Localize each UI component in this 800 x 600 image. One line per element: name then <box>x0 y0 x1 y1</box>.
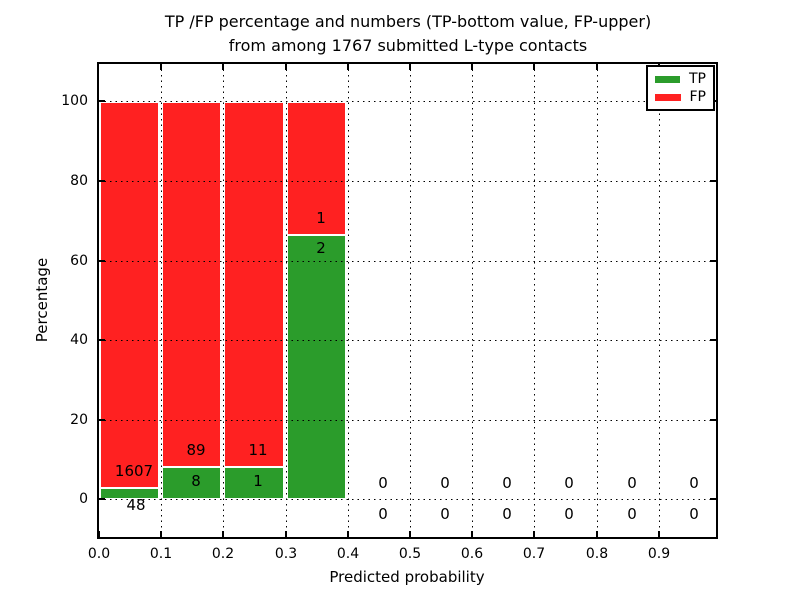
ytick-40 <box>99 339 105 341</box>
tp-count-bin-0.6-0.7: 0 <box>502 505 512 523</box>
gridline-x-0.7 <box>534 64 535 537</box>
xtick-label-0.3: 0.3 <box>274 546 298 562</box>
xtick-0.0 <box>98 531 100 537</box>
xtick-label-0.9: 0.9 <box>647 546 671 562</box>
tp-count-bin-0.3-0.4: 2 <box>316 239 326 257</box>
y-axis-label: Percentage <box>33 257 51 343</box>
bar-fp-bin-0.0-0.1 <box>99 101 160 489</box>
tp-count-bin-0.9-1.0: 0 <box>689 505 699 523</box>
legend-label-fp: FP <box>689 89 707 105</box>
xtick-0.9 <box>658 531 660 537</box>
ytick-60 <box>99 260 105 262</box>
ytick-label-0: 0 <box>79 491 88 507</box>
legend-label-tp: TP <box>689 71 706 87</box>
fp-count-bin-0.3-0.4: 1 <box>316 209 326 227</box>
gridline-x-0.5 <box>410 64 411 537</box>
xtick-0.4 <box>347 531 349 537</box>
xtick-top-0.5 <box>409 64 411 70</box>
ytick-label-20: 20 <box>70 412 88 428</box>
fp-color-swatch <box>655 93 681 101</box>
tp-color-swatch <box>655 75 680 83</box>
fp-count-bin-0.0-0.1: 1607 <box>114 462 154 480</box>
tp-count-bin-0.4-0.5: 0 <box>378 505 388 523</box>
gridline-y-80 <box>99 181 716 182</box>
xtick-label-0.4: 0.4 <box>336 546 360 562</box>
ytick-100 <box>99 100 105 102</box>
xtick-label-0.6: 0.6 <box>460 546 484 562</box>
ytick-label-80: 80 <box>70 173 88 189</box>
gridline-y-0 <box>99 499 716 500</box>
gridline-y-40 <box>99 340 716 341</box>
bar-fp-bin-0.1-0.2 <box>161 101 222 468</box>
xtick-top-0.7 <box>533 64 535 70</box>
tp-count-bin-0.0-0.1: 48 <box>126 496 146 514</box>
gridline-y-100 <box>99 101 716 102</box>
gridline-y-20 <box>99 420 716 421</box>
gridline-x-0.4 <box>348 64 349 537</box>
xtick-top-0.3 <box>285 64 287 70</box>
fp-count-bin-0.9-1.0: 0 <box>689 474 699 492</box>
legend-entry-fp: FP <box>655 89 706 105</box>
tp-count-bin-0.7-0.8: 0 <box>564 505 574 523</box>
chart-title-line2: from among 1767 submitted L-type contact… <box>228 36 588 55</box>
bar-fp-bin-0.3-0.4 <box>286 101 347 236</box>
ytick-80 <box>99 180 105 182</box>
fp-count-bin-0.2-0.3: 11 <box>248 441 268 459</box>
fp-count-bin-0.8-0.9: 0 <box>627 474 637 492</box>
gridline-x-0.3 <box>286 64 287 537</box>
chart-title: TP /FP percentage and numbers (TP-bottom… <box>8 10 800 58</box>
ytick-right-60 <box>710 260 716 262</box>
xtick-label-0.8: 0.8 <box>585 546 609 562</box>
xtick-0.2 <box>222 531 224 537</box>
gridline-x-0.1 <box>161 64 162 537</box>
xtick-label-0.1: 0.1 <box>149 546 173 562</box>
xtick-0.7 <box>533 531 535 537</box>
ytick-20 <box>99 419 105 421</box>
ytick-label-60: 60 <box>70 253 88 269</box>
chart-title-line1: TP /FP percentage and numbers (TP-bottom… <box>164 12 652 31</box>
x-axis-label: Predicted probability <box>329 568 485 586</box>
ytick-right-20 <box>710 419 716 421</box>
gridline-x-0.9 <box>659 64 660 537</box>
legend: TP FP <box>646 65 715 111</box>
ytick-label-40: 40 <box>70 332 88 348</box>
ytick-right-80 <box>710 180 716 182</box>
legend-entry-tp: TP <box>655 71 706 87</box>
gridline-x-0.2 <box>223 64 224 537</box>
ytick-0 <box>99 498 105 500</box>
xtick-top-0.1 <box>160 64 162 70</box>
gridline-x-0.6 <box>472 64 473 537</box>
fp-count-bin-0.7-0.8: 0 <box>564 474 574 492</box>
gridline-x-0.8 <box>597 64 598 537</box>
xtick-label-0.5: 0.5 <box>398 546 422 562</box>
tp-count-bin-0.1-0.2: 8 <box>191 472 201 490</box>
xtick-0.6 <box>471 531 473 537</box>
xtick-0.1 <box>160 531 162 537</box>
ytick-right-0 <box>710 498 716 500</box>
xtick-top-0.8 <box>596 64 598 70</box>
xtick-label-0.2: 0.2 <box>211 546 235 562</box>
gridline-y-60 <box>99 261 716 262</box>
xtick-top-0.6 <box>471 64 473 70</box>
xtick-0.5 <box>409 531 411 537</box>
ytick-right-40 <box>710 339 716 341</box>
fp-count-bin-0.1-0.2: 89 <box>186 441 206 459</box>
xtick-label-0.7: 0.7 <box>522 546 546 562</box>
ytick-label-100: 100 <box>61 93 88 109</box>
tp-count-bin-0.5-0.6: 0 <box>440 505 450 523</box>
fp-count-bin-0.6-0.7: 0 <box>502 474 512 492</box>
tp-count-bin-0.8-0.9: 0 <box>627 505 637 523</box>
xtick-0.3 <box>285 531 287 537</box>
xtick-0.8 <box>596 531 598 537</box>
xtick-top-0.2 <box>222 64 224 70</box>
bar-fp-bin-0.2-0.3 <box>223 101 285 468</box>
fp-count-bin-0.4-0.5: 0 <box>378 474 388 492</box>
bar-tp-bin-0.3-0.4 <box>286 234 347 500</box>
tp-count-bin-0.2-0.3: 1 <box>253 472 263 490</box>
bar-tp-bin-0.1-0.2 <box>161 466 222 500</box>
fp-count-bin-0.5-0.6: 0 <box>440 474 450 492</box>
xtick-top-0.4 <box>347 64 349 70</box>
xtick-label-0.0: 0.0 <box>87 546 111 562</box>
